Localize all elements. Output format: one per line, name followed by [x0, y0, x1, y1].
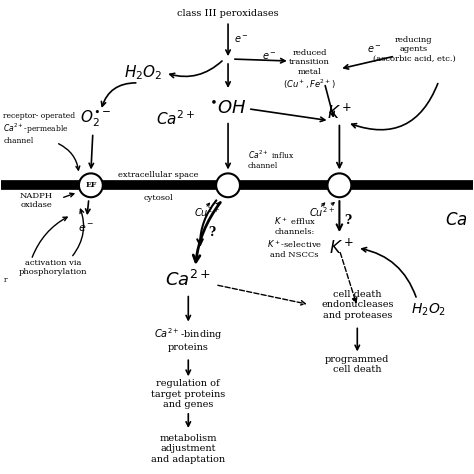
Text: $K^+$: $K^+$	[327, 103, 352, 122]
Text: $H_2O_2$: $H_2O_2$	[411, 301, 447, 318]
Text: reduced
transition
metal
$(Cu^+, Fe^{2+})$: reduced transition metal $(Cu^+, Fe^{2+}…	[283, 49, 336, 91]
Text: programmed
cell death: programmed cell death	[325, 355, 390, 374]
Text: $K^+$: $K^+$	[329, 238, 354, 257]
Text: EF: EF	[85, 181, 97, 189]
Text: $Ca^{2+}$: $Ca^{2+}$	[165, 270, 211, 290]
Text: receptor- operated
$Ca^{2+}$-permeable
channel: receptor- operated $Ca^{2+}$-permeable c…	[3, 112, 75, 146]
Text: $K^+$ efflux
channels:
$K^+$-selective
and NSCCs: $K^+$ efflux channels: $K^+$-selective a…	[267, 215, 322, 259]
Text: cytosol: cytosol	[144, 194, 173, 202]
Text: $e^-$: $e^-$	[263, 51, 277, 62]
Text: ?: ?	[209, 226, 216, 238]
Text: reducing
agents
(ascorbic acid, etc.): reducing agents (ascorbic acid, etc.)	[373, 36, 456, 63]
Text: $H_2O_2$: $H_2O_2$	[124, 64, 163, 82]
Text: $Ca^{2+}$-binding
proteins: $Ca^{2+}$-binding proteins	[154, 326, 223, 353]
Text: $Ca$: $Ca$	[446, 211, 468, 228]
Text: $e^-$: $e^-$	[234, 34, 249, 45]
Text: activation via
phosphorylation: activation via phosphorylation	[19, 259, 87, 276]
Text: $^{\bullet}OH$: $^{\bullet}OH$	[209, 100, 247, 118]
Circle shape	[79, 173, 103, 197]
Text: $Ca^{2+}$ influx
channel: $Ca^{2+}$ influx channel	[248, 148, 295, 170]
Text: $e^-$: $e^-$	[78, 222, 94, 234]
Text: regulation of
target proteins
and genes: regulation of target proteins and genes	[151, 379, 226, 409]
Text: cell death
endonucleases
and proteases: cell death endonucleases and proteases	[321, 290, 393, 319]
Circle shape	[328, 173, 351, 197]
Text: class III peroxidases: class III peroxidases	[177, 9, 279, 18]
Text: r: r	[3, 276, 7, 284]
Text: $O_2^{\bullet-}$: $O_2^{\bullet-}$	[80, 109, 112, 129]
Text: metabolism
adjustment
and adaptation: metabolism adjustment and adaptation	[151, 434, 225, 464]
Circle shape	[216, 173, 240, 197]
Text: extracellular space: extracellular space	[118, 172, 199, 179]
Text: ?: ?	[344, 214, 351, 227]
Text: $Cu^{2+}$: $Cu^{2+}$	[309, 205, 335, 219]
Text: $Cu^{2+}$: $Cu^{2+}$	[194, 205, 220, 219]
Text: $Ca^{2+}$: $Ca^{2+}$	[155, 109, 195, 128]
Text: NADPH
oxidase: NADPH oxidase	[19, 191, 53, 209]
Text: $e^-$: $e^-$	[367, 44, 382, 55]
